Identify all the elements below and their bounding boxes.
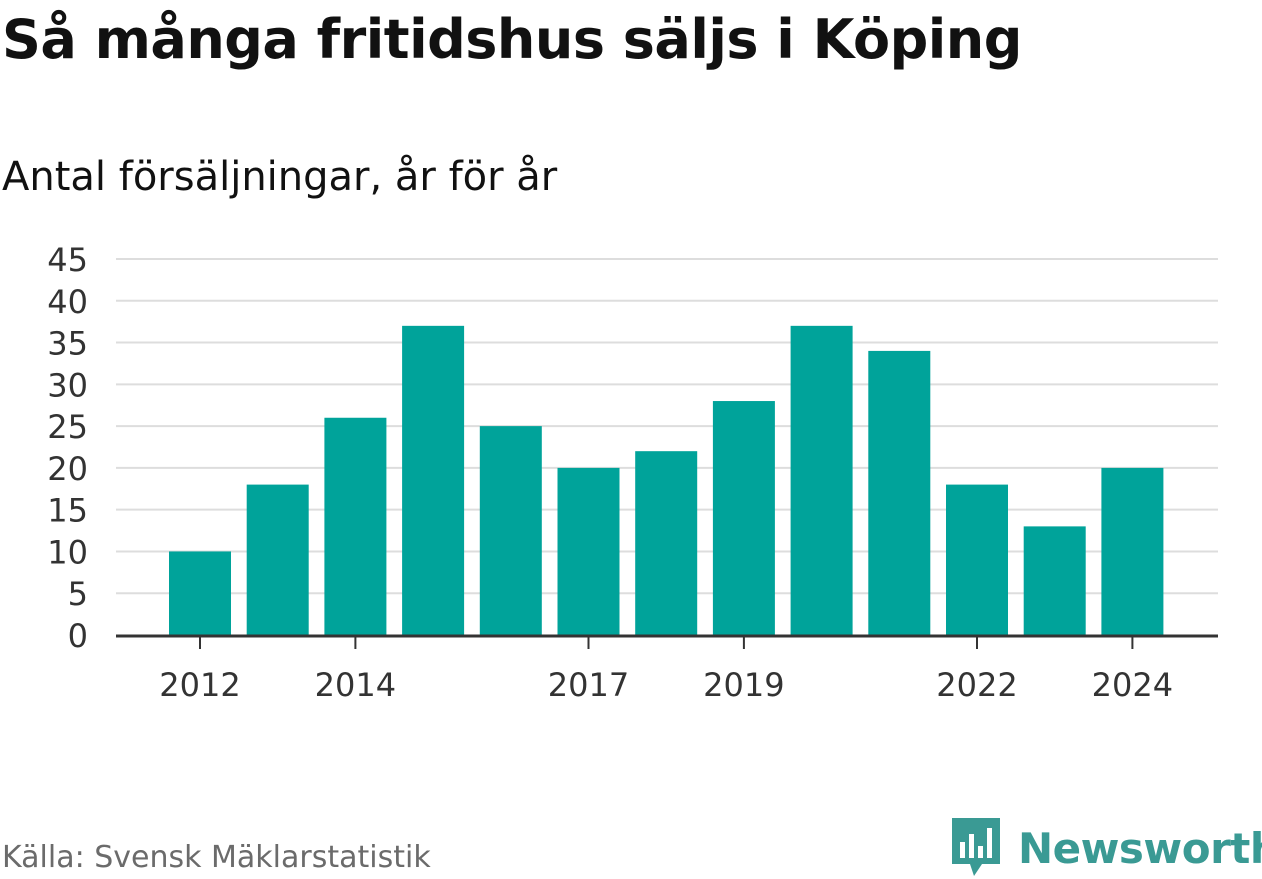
bar-2016 — [479, 426, 542, 635]
bar-2017 — [557, 467, 620, 635]
bar-2018 — [635, 451, 698, 635]
y-tick-label-35: 35 — [47, 325, 88, 363]
bar-2013 — [246, 484, 309, 635]
y-tick-label-40: 40 — [47, 283, 88, 321]
source-note: Källa: Svensk Mäklarstatistik — [2, 840, 431, 875]
bar-2024 — [1101, 467, 1164, 635]
x-tick-label-2017: 2017 — [548, 666, 629, 704]
y-tick-label-25: 25 — [47, 408, 88, 446]
bar-2015 — [402, 325, 465, 635]
x-tick-label-2014: 2014 — [315, 666, 396, 704]
newsworthy-logo: Newsworthy — [952, 818, 1262, 878]
x-tick-label-2012: 2012 — [159, 666, 240, 704]
y-tick-label-0: 0 — [68, 617, 88, 655]
bar-2021 — [868, 350, 931, 635]
y-tick-label-15: 15 — [47, 492, 88, 530]
bar-2022 — [946, 484, 1008, 635]
y-tick-label-10: 10 — [47, 533, 88, 571]
y-tick-label-30: 30 — [47, 366, 88, 404]
x-axis-tick-labels: 2012 2014 2017 2019 2022 2024 — [159, 666, 1173, 704]
x-axis-ticks — [199, 637, 1134, 649]
newsworthy-logo-icon — [952, 818, 1000, 876]
bar-2012 — [169, 551, 231, 635]
x-tick-label-2019: 2019 — [703, 666, 784, 704]
y-tick-label-45: 45 — [47, 241, 88, 279]
bar-2020 — [790, 325, 853, 635]
x-tick-label-2024: 2024 — [1092, 666, 1173, 704]
x-tick-label-2022: 2022 — [936, 666, 1017, 704]
brand-name: Newsworthy — [1018, 823, 1262, 873]
bars — [169, 325, 1164, 635]
y-tick-label-20: 20 — [47, 450, 88, 488]
bar-2023 — [1023, 526, 1086, 635]
y-tick-label-5: 5 — [68, 575, 88, 613]
chart-subtitle: Antal försäljningar, år för år — [2, 154, 558, 200]
chart-title: Så många fritidshus säljs i Köping — [2, 8, 1022, 71]
bar-2019 — [712, 401, 775, 635]
bar-2014 — [324, 417, 387, 635]
